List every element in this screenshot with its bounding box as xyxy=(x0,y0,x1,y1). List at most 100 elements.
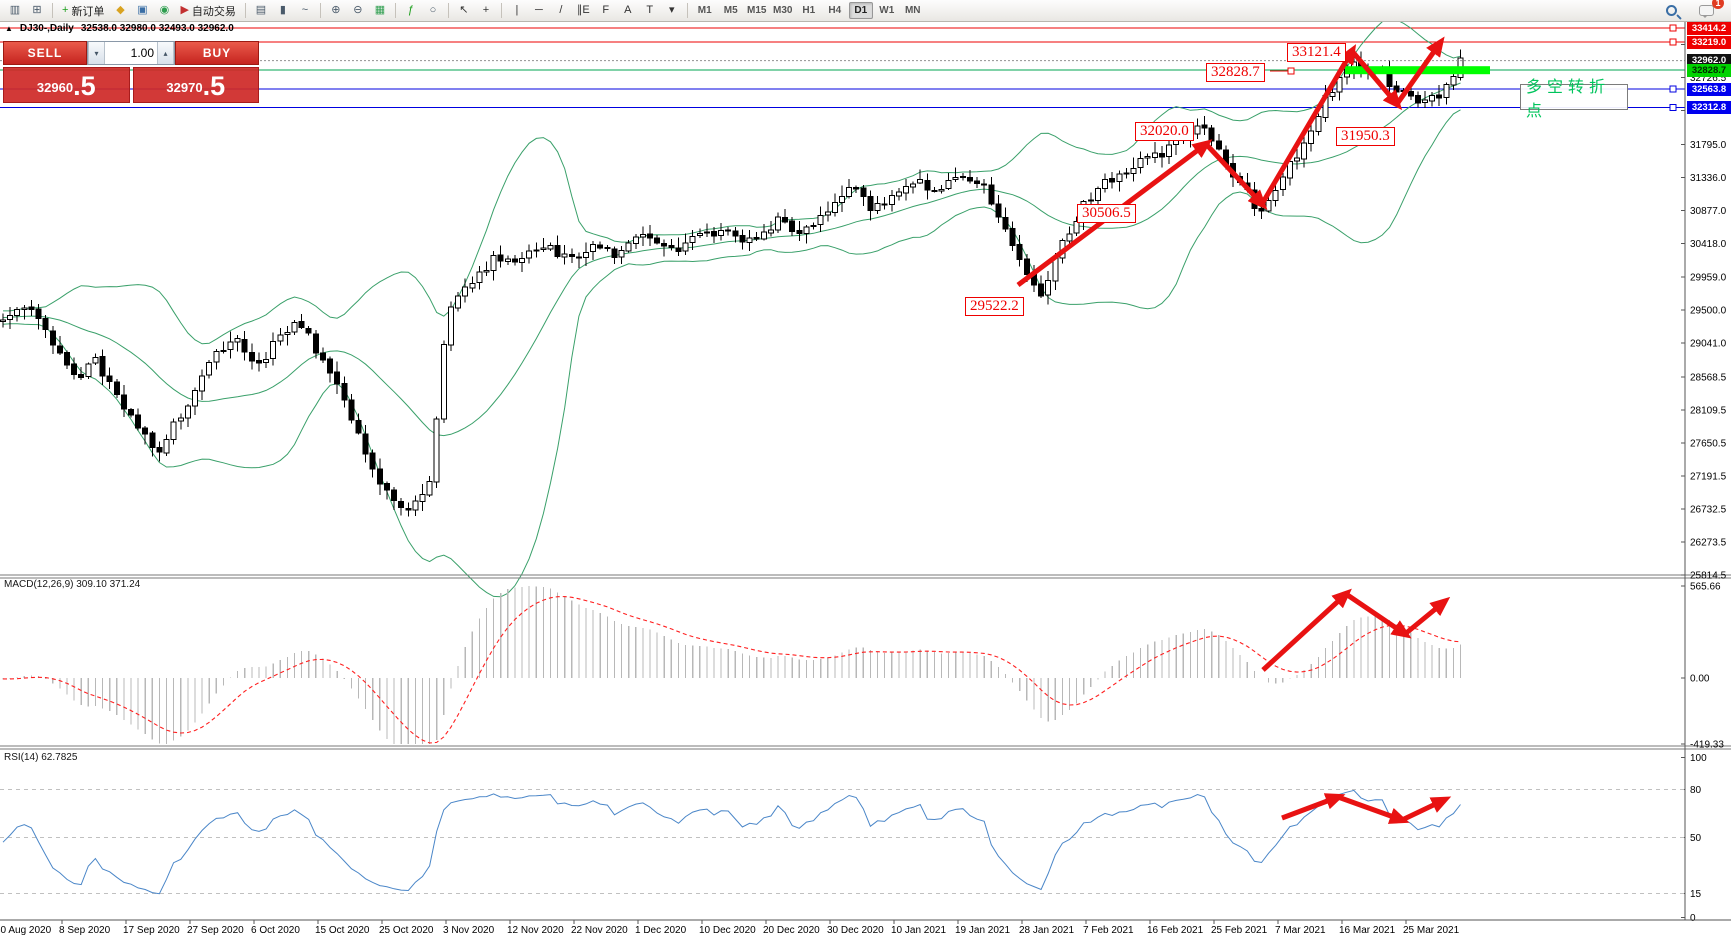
chart-profiles-button[interactable]: ⊞ xyxy=(27,2,47,20)
svg-text:50: 50 xyxy=(1690,833,1702,844)
horizontal-line-icon: ─ xyxy=(535,4,543,16)
timeframe-d1-button[interactable]: D1 xyxy=(848,2,873,19)
toolbar-separator xyxy=(52,3,53,18)
svg-text:26732.5: 26732.5 xyxy=(1690,505,1727,516)
svg-text:25 Oct 2020: 25 Oct 2020 xyxy=(379,925,434,936)
fibonacci-icon: F xyxy=(602,4,610,16)
svg-text:100: 100 xyxy=(1690,753,1707,764)
toolbar-separator xyxy=(244,3,246,18)
toolbar-separator xyxy=(686,3,688,18)
autotrading-icon: ▶ xyxy=(180,4,189,16)
toolbar-separator xyxy=(319,3,321,18)
sell-button[interactable]: SELL xyxy=(3,41,87,65)
trendline-button[interactable]: / xyxy=(551,2,571,20)
volume-decrease-button[interactable]: ▾ xyxy=(88,42,105,64)
price-axis: 33185.5 32726.5 32267.5 31795.0 31336.0 30877… xyxy=(1681,22,1727,924)
svg-text:10 Dec 2020: 10 Dec 2020 xyxy=(699,925,756,936)
bid-price-pip: .5 xyxy=(73,71,96,101)
timeframe-mn-button[interactable]: MN xyxy=(904,5,921,16)
svg-text:28109.5: 28109.5 xyxy=(1690,405,1727,416)
bid-price-button[interactable]: 32960.5 xyxy=(3,67,130,103)
price-callout-31950.3[interactable]: 31950.3 xyxy=(1336,127,1395,146)
tile-windows-button[interactable]: ▦ xyxy=(370,2,390,20)
ask-price-button[interactable]: 32970.5 xyxy=(132,67,259,103)
market-watch-button[interactable]: ▣ xyxy=(132,2,152,20)
svg-text:25 Feb 2021: 25 Feb 2021 xyxy=(1211,925,1268,936)
period-presets-button[interactable]: ○ xyxy=(423,2,443,20)
vertical-line-button[interactable]: | xyxy=(507,2,527,20)
svg-text:31795.0: 31795.0 xyxy=(1690,140,1727,151)
svg-text:25814.5: 25814.5 xyxy=(1690,571,1727,582)
equidistant-channel-button[interactable]: ∥E xyxy=(573,2,594,20)
timeframe-m5-button[interactable]: M5 xyxy=(723,5,738,16)
svg-text:0: 0 xyxy=(1690,913,1696,924)
arrows-list-button[interactable]: ▾ xyxy=(662,2,682,20)
timeframe-m15-button[interactable]: M15 xyxy=(747,5,767,16)
signals-button[interactable]: ◉ xyxy=(154,2,174,20)
svg-text:7 Feb 2021: 7 Feb 2021 xyxy=(1083,925,1134,936)
market-watch-icon: ▣ xyxy=(137,4,148,16)
svg-text:20 Dec 2020: 20 Dec 2020 xyxy=(763,925,820,936)
indicators-icon: ƒ xyxy=(407,4,414,16)
price-callout-29522.2[interactable]: 29522.2 xyxy=(965,297,1024,316)
autotrading-label: 自动交易 xyxy=(191,5,236,18)
fibonacci-button[interactable]: F xyxy=(596,2,616,20)
notifications-button[interactable]: 1 xyxy=(1695,0,1724,20)
annotation-bull-bear-turning-point[interactable]: 多空转折点 xyxy=(1520,79,1628,120)
timeframe-h1-button[interactable]: H1 xyxy=(802,5,816,16)
line-chart-mode-button[interactable]: ~ xyxy=(295,2,315,20)
volume-input[interactable] xyxy=(105,42,157,64)
volume-increase-button[interactable]: ▴ xyxy=(157,42,174,64)
svg-text:565.66: 565.66 xyxy=(1690,582,1721,593)
autotrading-button[interactable]: ▶ 自动交易 xyxy=(176,2,239,20)
price-callout-30506.5[interactable]: 30506.5 xyxy=(1077,204,1136,223)
timeframe-m30-button[interactable]: M30 xyxy=(773,5,793,16)
zoom-in-icon: ⊕ xyxy=(331,4,341,16)
toolbar-separator xyxy=(500,3,502,18)
timeframe-m1-button[interactable]: M1 xyxy=(697,5,712,16)
price-callout-32828.7[interactable]: 32828.7 xyxy=(1206,63,1265,82)
svg-text:29500.0: 29500.0 xyxy=(1690,305,1727,316)
svg-text:7 Mar 2021: 7 Mar 2021 xyxy=(1275,925,1326,936)
rsi-levels xyxy=(0,789,1685,894)
timeframe-w1-button[interactable]: W1 xyxy=(879,5,895,16)
cursor-icon: ↖ xyxy=(459,4,469,16)
vertical-line-icon: | xyxy=(515,4,519,16)
svg-text:16 Mar 2021: 16 Mar 2021 xyxy=(1339,925,1396,936)
svg-text:27650.5: 27650.5 xyxy=(1690,439,1727,450)
ask-price-pip: .5 xyxy=(202,71,226,101)
chart-profiles-icon: ⊞ xyxy=(32,4,42,16)
search-button[interactable] xyxy=(1661,2,1681,20)
text-label-button[interactable]: T xyxy=(640,2,660,20)
chart-title: ▲ DJ30-,Daily 32538.0 32980.0 32493.0 32… xyxy=(5,23,234,34)
price-callout-32020.0[interactable]: 32020.0 xyxy=(1135,122,1194,141)
crosshair-icon: + xyxy=(482,4,490,16)
trendline-icon: / xyxy=(559,4,563,16)
svg-text:1 Dec 2020: 1 Dec 2020 xyxy=(635,925,687,936)
equidistant-channel-icon: ∥E xyxy=(576,4,590,16)
svg-text:30877.0: 30877.0 xyxy=(1690,206,1727,217)
new-order-button[interactable]: + 新订单 xyxy=(58,2,108,20)
svg-text:80: 80 xyxy=(1690,785,1702,796)
svg-text:-419.33: -419.33 xyxy=(1690,740,1724,751)
new-chart-button[interactable]: ▥ xyxy=(5,2,25,20)
horizontal-line-button[interactable]: ─ xyxy=(529,2,549,20)
zoom-out-button[interactable]: ⊖ xyxy=(348,2,368,20)
price-callout-33121.4[interactable]: 33121.4 xyxy=(1287,43,1346,62)
bar-chart-mode-button[interactable]: ▤ xyxy=(251,2,271,20)
eraser-button[interactable]: ◆ xyxy=(110,2,130,20)
cursor-button[interactable]: ↖ xyxy=(454,2,474,20)
svg-text:29959.0: 29959.0 xyxy=(1690,272,1727,283)
macd-signal-line xyxy=(3,596,1461,744)
zoom-in-button[interactable]: ⊕ xyxy=(326,2,346,20)
timeframe-h4-button[interactable]: H4 xyxy=(828,5,842,16)
time-axis: 30 Aug 2020 8 Sep 2020 17 Sep 2020 27 Sep 2… xyxy=(0,919,1731,936)
candle-chart-mode-button[interactable]: ▮ xyxy=(273,2,293,20)
bar-chart-mode-icon: ▤ xyxy=(255,4,267,16)
indicators-button[interactable]: ƒ xyxy=(401,2,421,20)
crosshair-button[interactable]: + xyxy=(476,2,496,20)
svg-text:8 Sep 2020: 8 Sep 2020 xyxy=(59,925,111,936)
text-button[interactable]: A xyxy=(618,2,638,20)
buy-button[interactable]: BUY xyxy=(175,41,259,65)
